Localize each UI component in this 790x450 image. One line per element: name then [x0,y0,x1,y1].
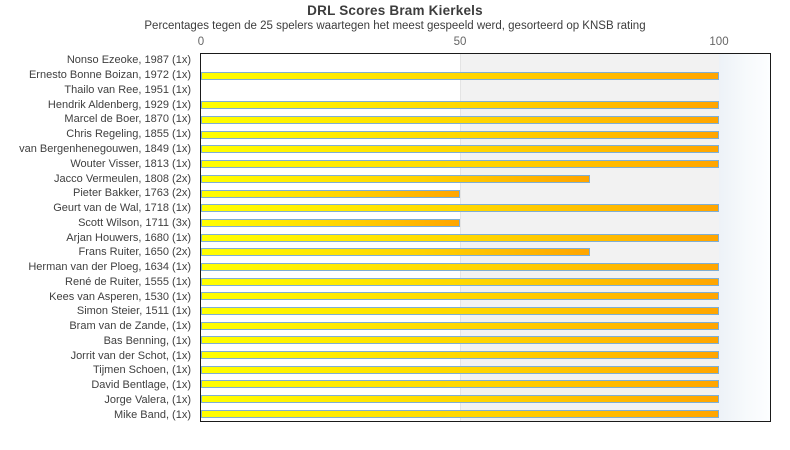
bar-row [201,348,770,363]
bar-row [201,172,770,187]
category-label: Jacco Vermeulen, 1808 (2x) [54,172,191,185]
bar [201,395,719,404]
x-tick-label: 100 [709,36,729,48]
bar-row [201,362,770,377]
bar [201,307,719,316]
bar [201,233,719,242]
right-fade-region [719,54,770,421]
bar [201,321,719,330]
bar [201,380,719,389]
bar-row [201,260,770,275]
category-label: Tijmen Schoen, (1x) [92,364,191,377]
bar-row [201,407,770,422]
category-label: van Bergenhenegouwen, 1849 (1x) [19,142,191,155]
category-label: Mike Band, (1x) [113,408,191,421]
category-label: Arjan Houwers, 1680 (1x) [66,231,191,244]
bar-row [201,333,770,348]
bar-row [201,289,770,304]
category-label: Kees van Asperen, 1530 (1x) [49,290,191,303]
bar-row [201,392,770,407]
category-label: Scott Wilson, 1711 (3x) [78,216,191,229]
bar [201,262,719,271]
category-label: Jorrit van der Schot, (1x) [70,349,191,362]
bar [201,160,719,169]
bar [201,116,719,125]
bar [201,204,719,213]
category-label: Ernesto Bonne Boizan, 1972 (1x) [28,69,191,82]
bar-row [201,127,770,142]
bar [201,292,719,301]
category-label: Thailo van Ree, 1951 (1x) [64,83,191,96]
bar [201,189,460,198]
category-label: Nonso Ezeoke, 1987 (1x) [66,54,191,67]
bar-row [201,318,770,333]
bar-row [201,98,770,113]
bar-row [201,186,770,201]
bar-row [201,304,770,319]
bar-row [201,142,770,157]
x-tick-label: 0 [197,36,205,48]
bar [201,101,719,110]
x-axis-ticks: 0 50 100 [197,36,772,50]
bar [201,218,460,227]
bar-row [201,230,770,245]
bar [201,248,590,257]
bar [201,409,719,418]
bar-row [201,157,770,172]
bar-row [201,377,770,392]
chart-subtitle: Percentages tegen de 25 spelers waartege… [144,20,646,32]
bar-rows [201,54,770,421]
category-label: Wouter Visser, 1813 (1x) [70,157,191,170]
bar-row [201,216,770,231]
category-label: Chris Regeling, 1855 (1x) [66,128,191,141]
plot-area [200,53,771,422]
bar [201,72,719,81]
bar-row [201,83,770,98]
category-label: Bas Benning, (1x) [103,334,191,347]
bar [201,277,719,286]
category-label: Simon Steier, 1511 (1x) [76,305,191,318]
bar [201,130,719,139]
bar-row [201,69,770,84]
category-label: David Bentlage, (1x) [91,379,191,392]
bar [201,365,719,374]
category-label: René de Ruiter, 1555 (1x) [65,275,191,288]
category-label: Frans Ruiter, 1650 (2x) [78,246,192,259]
bar-row [201,201,770,216]
bar [201,174,590,183]
bar-row [201,245,770,260]
y-axis-labels: Nonso Ezeoke, 1987 (1x) Ernesto Bonne Boi… [0,53,196,422]
category-label: Marcel de Boer, 1870 (1x) [64,113,191,126]
bar [201,145,719,154]
bar-row [201,274,770,289]
chart-title: DRL Scores Bram Kierkels [307,3,483,18]
category-label: Herman van der Ploeg, 1634 (1x) [28,261,191,274]
x-tick-label: 50 [453,36,467,48]
bar-row [201,113,770,128]
category-label: Pieter Bakker, 1763 (2x) [72,187,191,200]
bar [201,336,719,345]
category-label: Jorge Valera, (1x) [104,393,191,406]
category-label: Hendrik Aldenberg, 1929 (1x) [47,98,191,111]
bar-row [201,54,770,69]
bar [201,351,719,360]
category-label: Geurt van de Wal, 1718 (1x) [53,202,191,215]
category-label: Bram van de Zande, (1x) [69,320,191,333]
